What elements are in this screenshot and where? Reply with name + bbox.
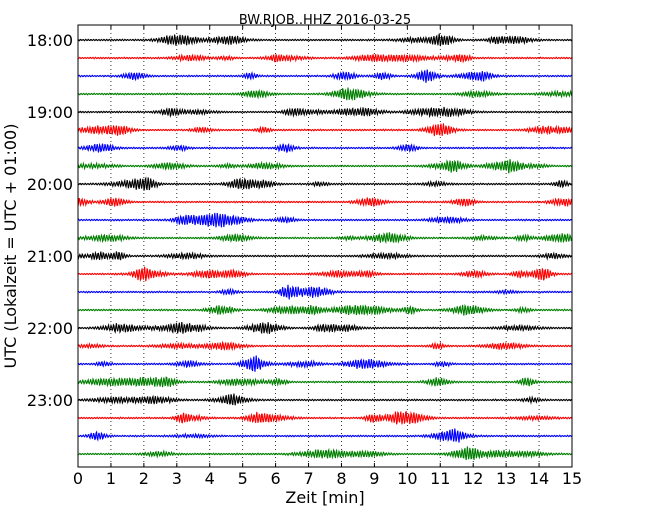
x-tick-label-12: 12 (463, 469, 483, 488)
trace-23:15 (77, 410, 573, 425)
x-tick-label-4: 4 (205, 469, 215, 488)
trace-19:30 (77, 142, 573, 153)
trace-21:45 (77, 303, 573, 317)
x-axis: 0 1 2 3 4 5 6 7 8 9 10 11 12 13 14 15 (73, 25, 582, 488)
trace-21:15 (77, 266, 573, 283)
grid (110, 25, 540, 467)
trace-23:45 (77, 446, 573, 461)
trace-20:15 (77, 197, 573, 208)
y-tick-label-20:00: 20:00 (27, 175, 73, 194)
y-tick-label-22:00: 22:00 (27, 319, 73, 338)
trace-22:00 (77, 321, 573, 335)
trace-20:45 (77, 232, 572, 245)
trace-19:00 (77, 106, 573, 119)
traces (77, 33, 573, 461)
x-tick-label-1: 1 (106, 469, 116, 488)
trace-18:45 (77, 87, 573, 101)
trace-23:00 (77, 393, 572, 406)
trace-23:30 (77, 428, 572, 443)
x-tick-label-14: 14 (529, 469, 549, 488)
trace-22:45 (77, 376, 573, 388)
trace-18:30 (77, 69, 573, 83)
y-axis-label: UTC (Lokalzeit = UTC + 01:00) (1, 124, 20, 369)
x-tick-label-11: 11 (430, 469, 450, 488)
trace-20:00 (77, 176, 573, 191)
x-tick-label-3: 3 (172, 469, 182, 488)
trace-18:15 (77, 53, 573, 64)
chart-title: BW.RJOB..HHZ 2016-03-25 (239, 13, 411, 28)
y-axis: 18:00 19:00 20:00 21:00 22:00 23:00 (27, 31, 572, 410)
y-tick-label-18:00: 18:00 (27, 31, 73, 50)
y-tick-label-23:00: 23:00 (27, 391, 73, 410)
trace-22:30 (77, 355, 573, 372)
y-tick-label-19:00: 19:00 (27, 103, 73, 122)
x-tick-label-15: 15 (562, 469, 582, 488)
trace-20:30 (77, 212, 573, 228)
x-tick-label-9: 9 (369, 469, 379, 488)
x-tick-label-6: 6 (271, 469, 281, 488)
trace-19:45 (77, 159, 572, 174)
x-tick-label-2: 2 (139, 469, 149, 488)
x-tick-label-8: 8 (336, 469, 346, 488)
trace-18:00 (77, 33, 573, 47)
plot-frame (77, 24, 573, 468)
y-tick-label-21:00: 21:00 (27, 247, 73, 266)
x-tick-label-7: 7 (303, 469, 313, 488)
trace-22:15 (77, 340, 573, 352)
x-tick-label-13: 13 (496, 469, 516, 488)
x-tick-label-5: 5 (238, 469, 248, 488)
trace-19:15 (77, 123, 573, 137)
trace-21:30 (77, 284, 573, 300)
trace-21:00 (77, 250, 573, 261)
x-axis-label: Zeit [min] (285, 488, 364, 507)
x-tick-label-0: 0 (73, 469, 83, 488)
x-tick-label-10: 10 (397, 469, 417, 488)
